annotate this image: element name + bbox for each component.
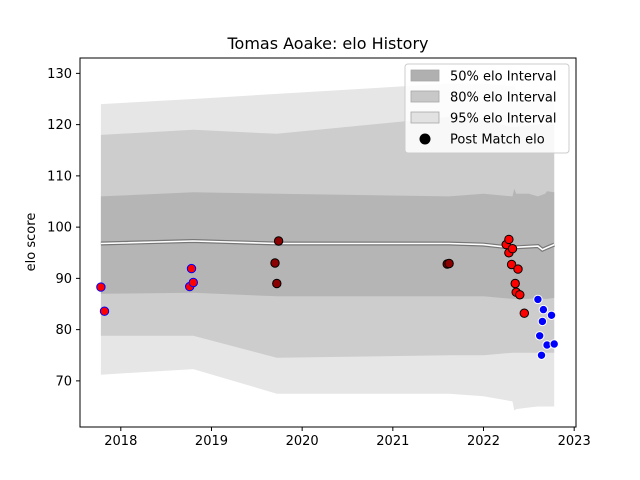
data-point [507, 244, 518, 254]
data-point [549, 339, 559, 349]
data-point [515, 290, 525, 300]
legend-label: 80% elo Interval [450, 91, 557, 106]
data-point [186, 263, 197, 274]
legend-label: 50% elo Interval [450, 70, 557, 85]
data-point [536, 350, 547, 360]
data-point [538, 304, 549, 315]
legend-swatch [410, 111, 440, 124]
data-point [273, 236, 284, 246]
y-tick-label: 100 [47, 221, 72, 236]
y-axis-ticks: 70 80 90 100 110 120 130 [47, 67, 80, 389]
y-tick-label: 80 [55, 323, 72, 338]
x-tick-label: 2021 [376, 434, 409, 449]
y-tick-label: 90 [55, 272, 72, 287]
legend-box [404, 63, 570, 154]
data-point [270, 258, 280, 268]
data-point [519, 308, 529, 318]
x-tick-label: 2019 [195, 434, 228, 449]
data-point [546, 310, 557, 320]
x-tick-label: 2023 [558, 434, 591, 449]
legend-label: Post Match elo [450, 133, 545, 148]
y-tick-label: 110 [47, 169, 72, 184]
legend: 50% elo Interval 80% elo Interval 95% elo … [404, 63, 570, 154]
interval-bands [100, 83, 555, 411]
data-point [537, 316, 548, 327]
y-tick-label: 130 [47, 67, 72, 82]
x-axis-ticks: 2018 2019 2020 2021 2022 2023 [104, 427, 591, 449]
legend-swatch [410, 90, 440, 103]
mean-elo-line [100, 238, 555, 253]
y-tick-label: 120 [47, 118, 72, 133]
data-point [510, 278, 520, 289]
legend-marker [419, 133, 431, 145]
data-point [272, 278, 282, 289]
data-point [504, 234, 514, 245]
y-tick-label: 70 [55, 374, 72, 389]
post-match-points [96, 234, 559, 360]
x-tick-label: 2022 [467, 434, 500, 449]
y-axis-label: elo score [24, 213, 39, 272]
chart-title: Tomas Aoake: elo History [226, 34, 428, 53]
x-tick-label: 2018 [104, 434, 137, 449]
plot-area [79, 57, 577, 428]
data-point [506, 259, 517, 270]
legend-label: 95% elo Interval [450, 112, 557, 127]
data-point [99, 306, 110, 316]
data-point [96, 282, 106, 292]
legend-items: 50% elo Interval 80% elo Interval 95% elo … [410, 69, 557, 148]
data-point [444, 258, 454, 269]
axes-frame [79, 57, 577, 428]
mean-line [100, 240, 555, 251]
x-tick-label: 2020 [286, 434, 319, 449]
data-point [188, 277, 199, 288]
data-point [535, 331, 545, 341]
data-point [533, 294, 543, 305]
data-point [513, 264, 523, 274]
legend-swatch [410, 69, 440, 82]
